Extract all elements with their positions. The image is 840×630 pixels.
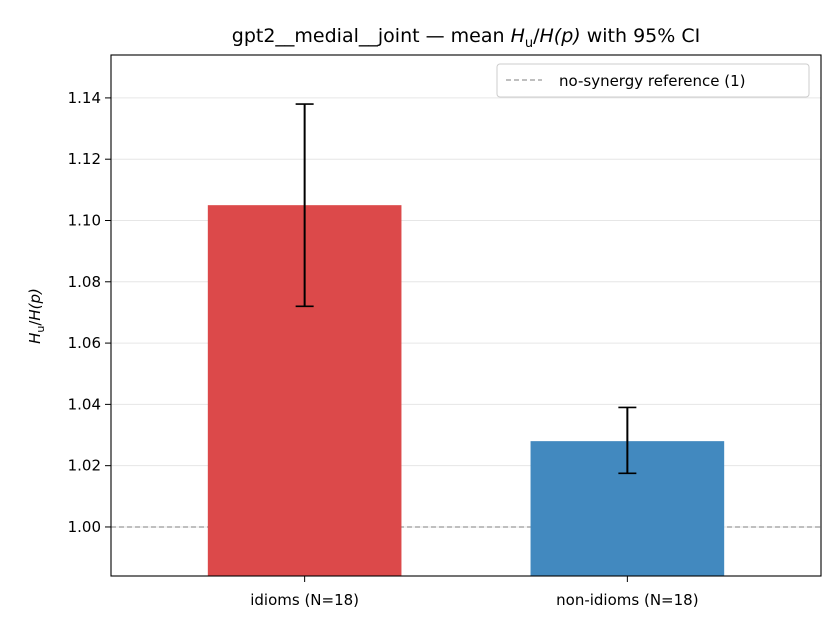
- chart-title: gpt2__medial__joint — mean Hu/H(p) with …: [232, 25, 700, 51]
- title-ratio-slash: /: [533, 25, 540, 47]
- ylabel-numerator: H: [26, 333, 44, 344]
- x-tick-layer: idioms (N=18) non-idioms (N=18): [250, 576, 699, 609]
- x-tick-label-1: non-idioms (N=18): [556, 591, 698, 609]
- legend-label: no-synergy reference (1): [559, 72, 746, 90]
- y-tick-layer: 1.00 1.02 1.04 1.06 1.08 1.10 1.12 1.14: [68, 89, 111, 536]
- y-tick-label-7: 1.14: [68, 89, 101, 107]
- y-tick-label-0: 1.00: [68, 518, 101, 536]
- title-ratio-denominator: H(p): [540, 25, 581, 47]
- chart-title-suffix: with 95% CI: [581, 25, 701, 47]
- y-tick-label-6: 1.12: [68, 150, 101, 168]
- legend-frame: [496, 63, 810, 98]
- y-tick-label-2: 1.04: [68, 395, 101, 413]
- title-ratio-numerator: H: [511, 25, 525, 47]
- ylabel-subscript: u: [34, 326, 47, 333]
- y-tick-label-4: 1.08: [68, 273, 101, 291]
- legend: no-synergy reference (1): [496, 63, 810, 98]
- y-tick-label-5: 1.10: [68, 211, 101, 229]
- y-tick-label-3: 1.06: [68, 334, 101, 352]
- y-axis-label: Hu/H(p): [26, 288, 47, 344]
- y-tick-label-1: 1.02: [68, 457, 101, 475]
- error-bar-layer: [295, 103, 637, 475]
- title-ratio-subscript: u: [525, 36, 533, 51]
- chart-title-prefix: gpt2__medial__joint — mean: [232, 25, 511, 47]
- ylabel-denominator: H(p): [26, 288, 44, 321]
- ylabel-slash: /: [26, 320, 44, 326]
- x-tick-label-0: idioms (N=18): [250, 591, 359, 609]
- plot-frame: [110, 54, 822, 577]
